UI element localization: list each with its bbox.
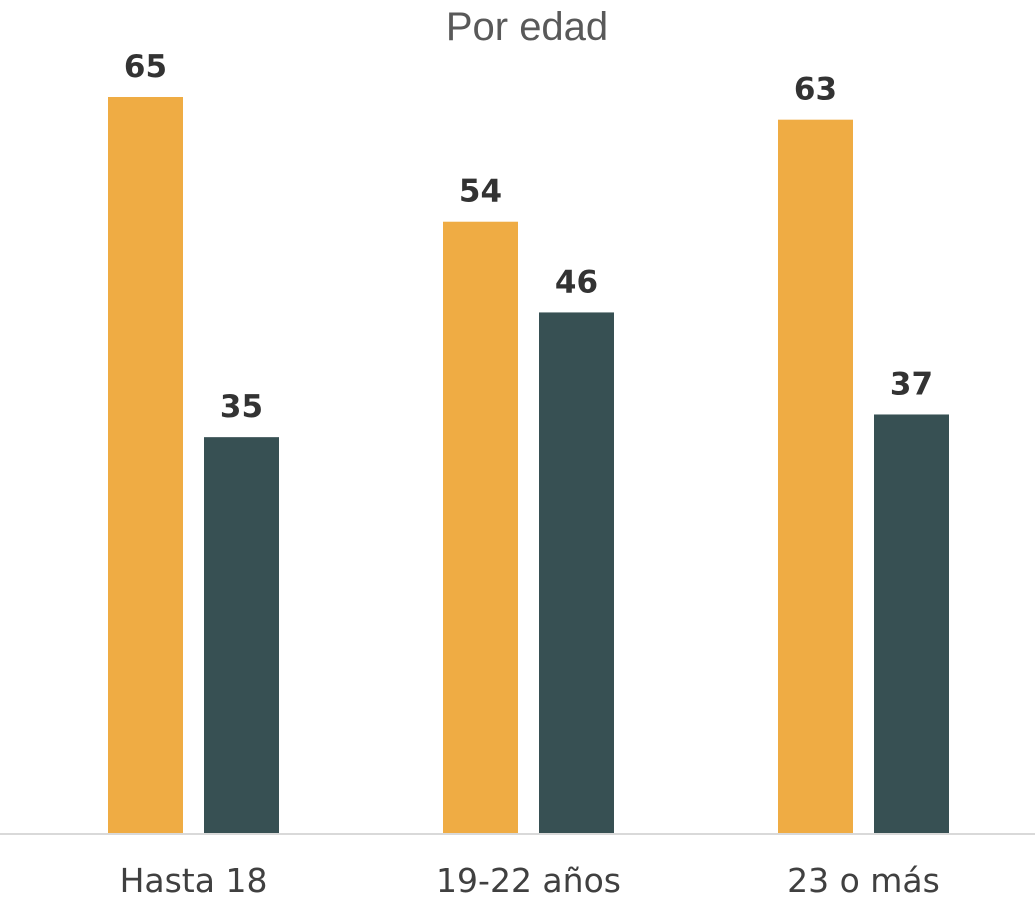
bar	[778, 120, 853, 834]
data-label: 65	[124, 49, 167, 85]
data-label: 37	[890, 366, 933, 402]
x-tick-label: 23 o más	[787, 861, 940, 899]
x-tick-label: 19-22 años	[436, 861, 621, 899]
bar	[443, 222, 518, 834]
data-label: 63	[794, 72, 837, 108]
data-label: 35	[220, 389, 263, 425]
category-labels-layer: Hasta 18 19-22 años 23 o más	[120, 861, 940, 899]
data-label: 54	[459, 174, 502, 210]
bars-layer	[108, 97, 949, 834]
bar	[539, 312, 614, 834]
data-label: 46	[555, 264, 598, 300]
bar	[204, 437, 279, 834]
bar	[108, 97, 183, 834]
chart-title: Por edad	[446, 5, 608, 49]
bar	[874, 414, 949, 834]
x-tick-label: Hasta 18	[120, 861, 268, 899]
